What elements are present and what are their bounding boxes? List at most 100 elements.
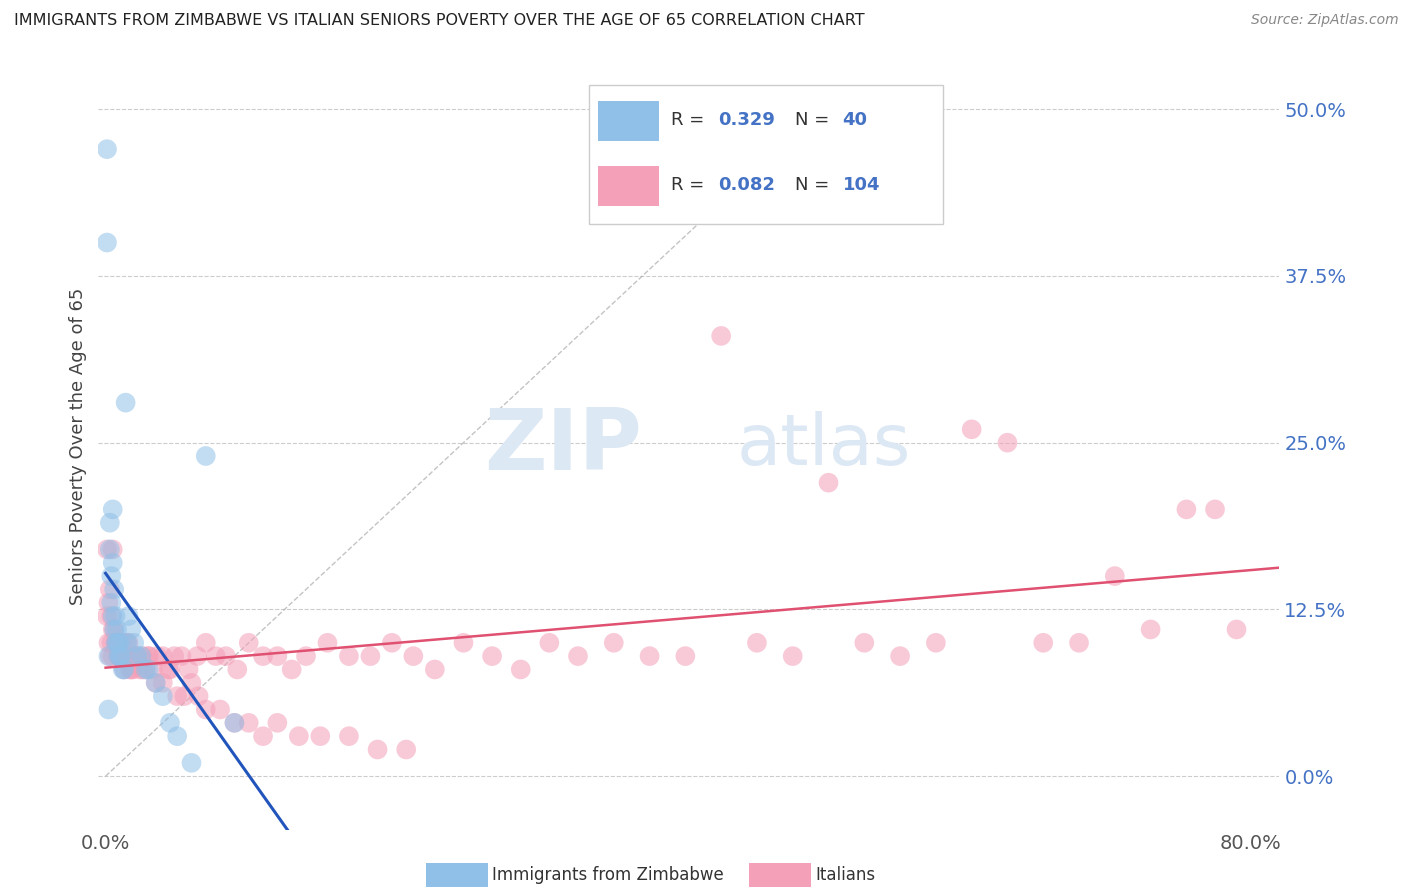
Point — [125, 649, 148, 664]
Point — [125, 649, 148, 664]
Point — [131, 649, 153, 664]
Point — [673, 649, 696, 664]
Point — [1104, 569, 1126, 583]
Point — [1032, 636, 1054, 650]
Point — [567, 649, 589, 664]
Point — [120, 623, 142, 637]
Point — [108, 649, 131, 664]
Point — [817, 475, 839, 490]
Point — [638, 649, 661, 664]
Point — [104, 636, 127, 650]
Point — [177, 663, 200, 677]
Point — [115, 649, 138, 664]
Point — [100, 609, 122, 624]
Point — [224, 715, 246, 730]
Point — [114, 649, 136, 664]
Text: Immigrants from Zimbabwe: Immigrants from Zimbabwe — [492, 866, 724, 884]
Point — [159, 663, 181, 677]
Point — [121, 663, 143, 677]
Point — [120, 663, 142, 677]
Point — [853, 636, 876, 650]
Text: N =: N = — [796, 111, 835, 129]
Point — [107, 649, 129, 664]
Point — [107, 649, 129, 664]
Text: R =: R = — [671, 111, 710, 129]
Point — [745, 636, 768, 650]
Point — [295, 649, 318, 664]
Point — [135, 663, 157, 677]
Point — [97, 596, 120, 610]
Point — [100, 569, 122, 583]
Point — [122, 636, 145, 650]
Point — [96, 542, 118, 557]
Point — [252, 649, 274, 664]
Point — [101, 556, 124, 570]
Point — [96, 142, 118, 156]
Point — [108, 636, 131, 650]
Point — [288, 729, 311, 743]
Point — [481, 649, 503, 664]
Point — [104, 636, 127, 650]
Point — [163, 649, 186, 664]
Text: R =: R = — [671, 177, 710, 194]
Point — [98, 582, 121, 597]
Point — [1175, 502, 1198, 516]
Point — [117, 636, 139, 650]
Point — [98, 516, 121, 530]
Point — [97, 649, 120, 664]
Point — [166, 729, 188, 743]
Point — [226, 663, 249, 677]
Point — [142, 663, 165, 677]
Point — [159, 715, 181, 730]
Point — [309, 729, 332, 743]
Point — [960, 422, 983, 436]
Text: Source: ZipAtlas.com: Source: ZipAtlas.com — [1251, 13, 1399, 28]
Text: Italians: Italians — [815, 866, 876, 884]
Text: 0.329: 0.329 — [718, 111, 775, 129]
Point — [395, 742, 418, 756]
Point — [423, 663, 446, 677]
Point — [96, 235, 118, 250]
Point — [152, 675, 174, 690]
Point — [266, 715, 288, 730]
Point — [105, 636, 128, 650]
Point — [110, 649, 132, 664]
Point — [104, 609, 127, 624]
Point — [103, 623, 125, 637]
Point — [115, 636, 138, 650]
FancyBboxPatch shape — [598, 166, 659, 206]
Point — [132, 649, 155, 664]
Point — [238, 715, 260, 730]
Point — [125, 649, 148, 664]
Point — [204, 649, 226, 664]
Point — [111, 649, 134, 664]
Point — [115, 636, 138, 650]
Point — [97, 636, 120, 650]
Point — [118, 663, 141, 677]
Point — [997, 435, 1019, 450]
Point — [108, 636, 131, 650]
Point — [152, 689, 174, 703]
Point — [180, 675, 202, 690]
Point — [111, 636, 134, 650]
Point — [112, 663, 135, 677]
Point — [509, 663, 531, 677]
Point — [104, 636, 127, 650]
Point — [152, 649, 174, 664]
Point — [129, 663, 152, 677]
Point — [97, 702, 120, 716]
Point — [138, 663, 160, 677]
Point — [194, 636, 217, 650]
Point — [194, 449, 217, 463]
Point — [122, 649, 145, 664]
Text: N =: N = — [796, 177, 835, 194]
Point — [215, 649, 238, 664]
Point — [187, 689, 209, 703]
Point — [316, 636, 339, 650]
Point — [111, 663, 134, 677]
Point — [112, 663, 135, 677]
Point — [145, 675, 167, 690]
Point — [337, 649, 360, 664]
Point — [138, 649, 160, 664]
Point — [359, 649, 381, 664]
